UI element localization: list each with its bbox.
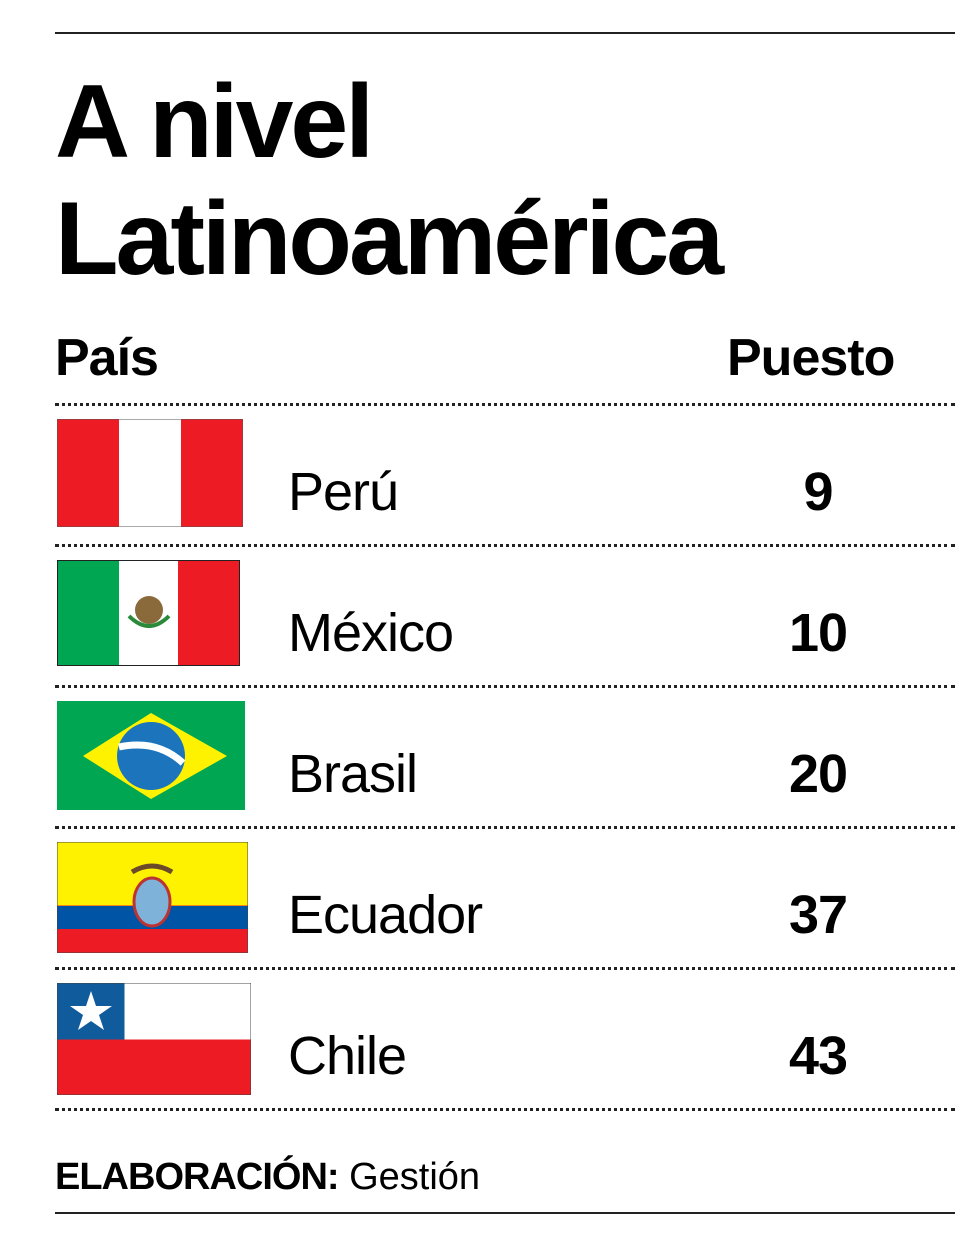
table-row: Ecuador 37 — [0, 828, 980, 970]
credit-label: ELABORACIÓN: — [55, 1156, 340, 1198]
bottom-rule — [55, 1212, 955, 1214]
divider — [55, 967, 955, 970]
country-name: México — [288, 603, 454, 663]
mexico-flag-icon — [56, 559, 241, 671]
brazil-flag-icon — [57, 701, 245, 815]
peru-flag-icon — [56, 418, 244, 532]
country-name: Ecuador — [288, 885, 483, 945]
table-row: México 10 — [0, 546, 980, 688]
country-name: Brasil — [288, 744, 418, 804]
ecuador-flag-icon — [56, 841, 249, 958]
rank-value: 9 — [803, 462, 833, 522]
title-line-2: Latinoamérica — [55, 181, 724, 297]
table-row: Perú 9 — [0, 405, 980, 547]
title-line-1: A nivel — [55, 64, 374, 180]
table-row: Brasil 20 — [0, 687, 980, 829]
credit-source: Gestión — [349, 1156, 481, 1198]
top-rule — [55, 32, 955, 34]
footer-credit: ELABORACIÓN: Gestión — [55, 1158, 480, 1196]
rank-value: 10 — [788, 603, 848, 663]
divider — [55, 826, 955, 829]
rank-value: 20 — [788, 744, 848, 804]
column-header-rank: Puesto — [727, 329, 895, 387]
divider — [55, 685, 955, 688]
rank-value: 43 — [788, 1026, 848, 1086]
column-header-country: País — [55, 329, 159, 387]
rank-value: 37 — [788, 885, 848, 945]
table-row: Chile 43 — [0, 969, 980, 1111]
chile-flag-icon — [56, 982, 252, 1100]
country-name: Chile — [288, 1026, 407, 1086]
divider — [55, 403, 955, 406]
divider — [55, 1108, 955, 1111]
divider — [55, 544, 955, 547]
country-name: Perú — [288, 462, 399, 522]
